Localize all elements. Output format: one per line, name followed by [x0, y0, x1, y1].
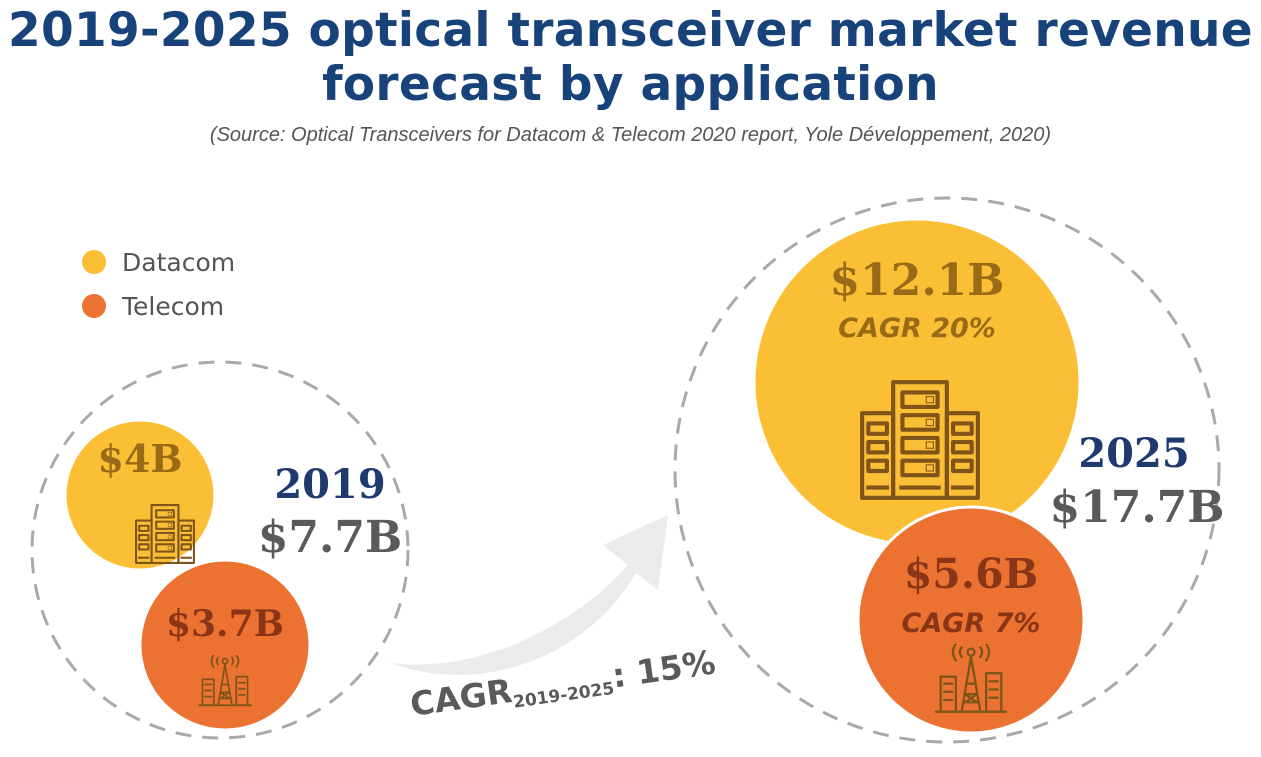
- legend-item-telecom: Telecom: [82, 284, 235, 328]
- growth-arrow: [390, 515, 668, 675]
- value-label-telecom-2019: $3.7B: [166, 603, 284, 645]
- total-outline-2025: [673, 196, 1221, 744]
- overall-cagr-prefix: CAGR: [408, 671, 515, 724]
- overall-cagr-value: : 15%: [610, 642, 718, 695]
- cagr-label-telecom-2025: CAGR 7%: [902, 608, 1041, 639]
- value-label-datacom-2025: $12.1B: [830, 255, 1005, 306]
- legend-label-telecom: Telecom: [122, 291, 225, 321]
- year-label-2019: 2019: [274, 461, 385, 508]
- total-outline-2019: [30, 360, 410, 740]
- overall-cagr-period: 2019-2025: [512, 679, 615, 713]
- cagr-label-datacom-2025: CAGR 20%: [838, 313, 996, 344]
- total-label-2019: $7.7B: [258, 512, 402, 563]
- legend: Datacom Telecom: [82, 240, 235, 328]
- chart-title-line-1: 2019-2025 optical transceiver market rev…: [8, 3, 1253, 58]
- legend-swatch-telecom: [82, 294, 106, 318]
- bubble-telecom-2025: [856, 505, 1086, 735]
- bubble-telecom-2019: [138, 558, 312, 732]
- value-label-datacom-2019: $4B: [98, 436, 183, 481]
- overall-cagr-label: CAGR2019-2025: 15%: [408, 642, 718, 726]
- total-label-2025: $17.7B: [1050, 482, 1225, 533]
- value-label-telecom-2025: $5.6B: [904, 550, 1039, 598]
- chart-title: 2019-2025 optical transceiver market rev…: [0, 4, 1261, 112]
- legend-label-datacom: Datacom: [122, 247, 236, 277]
- year-label-2025: 2025: [1078, 430, 1189, 477]
- chart-title-line-2: forecast by application: [322, 57, 939, 112]
- legend-swatch-datacom: [82, 250, 106, 274]
- chart-subtitle: (Source: Optical Transceivers for Dataco…: [209, 124, 1052, 146]
- overall-cagr-text: CAGR2019-2025: 15%: [408, 642, 718, 726]
- legend-item-datacom: Datacom: [82, 240, 235, 284]
